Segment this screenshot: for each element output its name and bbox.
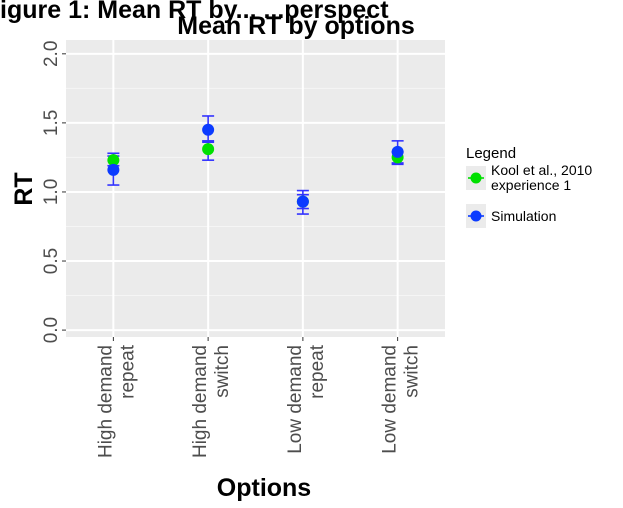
caption-fragment: igure 1: Mean RT by... ...perspect [0,0,389,24]
x-tick-label: Low demandrepeat [285,344,328,454]
legend-label-line: experience 1 [491,177,571,193]
y-tick-label: 1.5 [41,110,62,136]
x-tick-label: High demandrepeat [95,344,138,458]
point-kool [107,154,120,167]
x-tick-label-line: High demand [95,345,116,458]
point-simulation [391,145,404,158]
y-tick-label: 0.0 [41,317,62,343]
legend-key-point [470,210,482,222]
x-tick-label-line: Low demand [380,345,401,454]
x-tick-label-line: switch [402,345,423,398]
x-tick-label: High demandswitch [190,345,233,458]
plot-panel [66,40,445,337]
data-points [107,123,404,208]
legend-key-point [470,172,482,184]
y-tick-label: 0.5 [41,248,62,274]
point-simulation [202,123,215,136]
legend-title: Legend [466,145,516,162]
y-tick-label: 2.0 [41,41,62,67]
point-kool [202,143,215,156]
chart-title: Mean RT by options [177,12,415,40]
major-gridlines [66,40,445,337]
legend-label-line: Kool et al., 2010 [491,162,592,178]
x-tick-label: Low demandswitch [380,345,423,454]
x-axis-ticks: High demandrepeat High demandswitch Low de… [95,337,423,458]
x-axis-title: Options [217,474,311,502]
minor-gridlines [66,87,445,297]
legend-label: Simulation [491,208,556,224]
x-tick-label-line: Low demand [285,345,306,454]
legend-label-line: Simulation [491,208,556,224]
point-simulation [296,195,309,208]
x-tick-label-line: High demand [190,345,211,458]
y-tick-label: 1.0 [41,179,62,205]
y-axis-title: RT [10,172,38,205]
legend: Legend Kool et al., 2010 experience 1 Simu… [466,145,592,228]
x-tick-label-line: repeat [117,344,138,399]
y-axis-ticks: 0.0 0.5 1.0 1.5 2.0 [41,41,66,343]
x-tick-label-line: switch [212,345,233,398]
point-simulation [107,163,120,176]
x-tick-label-line: repeat [307,344,328,399]
legend-label: Kool et al., 2010 experience 1 [491,162,592,193]
